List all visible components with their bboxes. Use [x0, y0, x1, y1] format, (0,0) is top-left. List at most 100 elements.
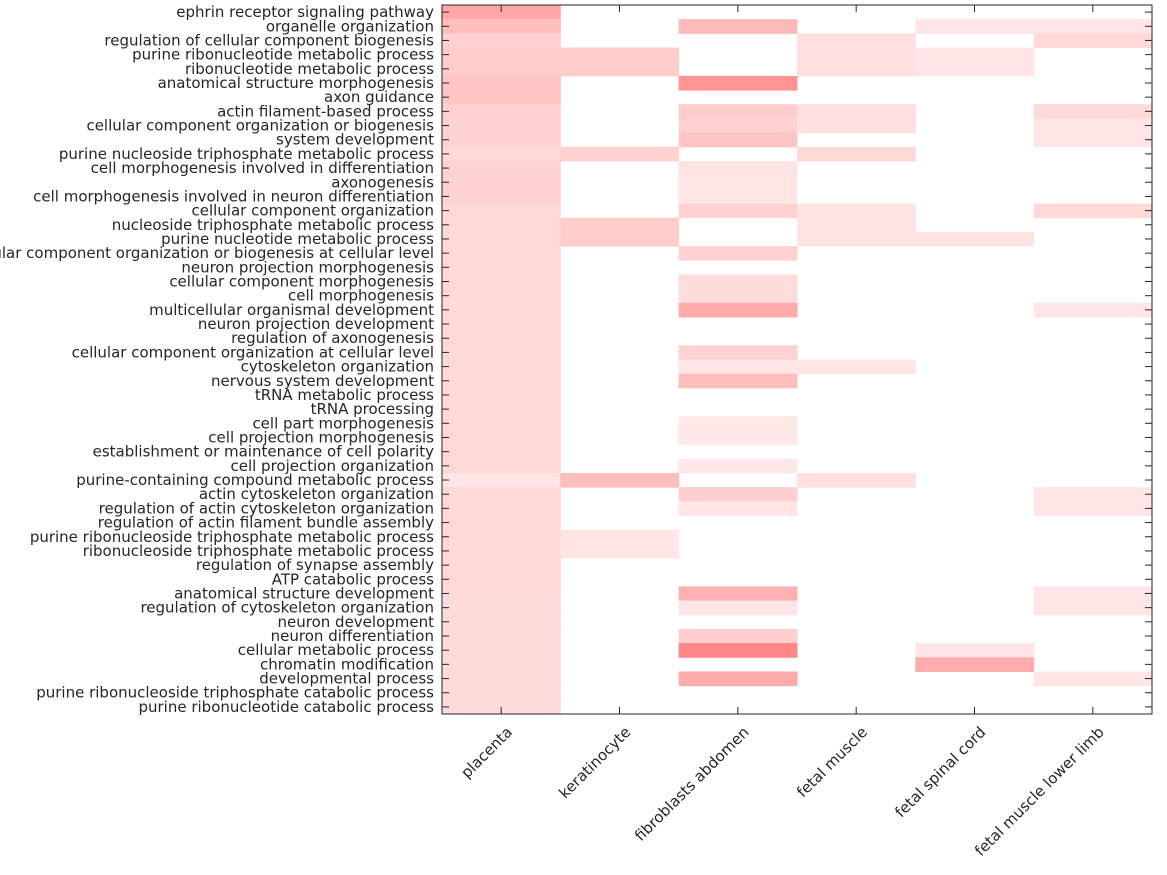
- heatmap-cell: [442, 430, 561, 446]
- heatmap-cell: [442, 288, 561, 304]
- heatmap-cell: [1033, 600, 1153, 616]
- heatmap-cell: [797, 47, 916, 63]
- heatmap-cell: [442, 685, 561, 701]
- heatmap-cell: [678, 628, 798, 644]
- row-label: tRNA metabolic process: [255, 386, 434, 404]
- heatmap-cell: [442, 600, 561, 616]
- heatmap-cell: [797, 118, 916, 134]
- heatmap-cell: [1033, 586, 1153, 602]
- heatmap-cell: [678, 643, 798, 658]
- heatmap-cell: [442, 260, 561, 275]
- row-label: cellular component organization or bioge…: [0, 244, 434, 262]
- row-label: regulation of cellular component biogene…: [104, 31, 434, 49]
- plot-frame: [441, 4, 1153, 715]
- heatmap-cell: [678, 600, 798, 616]
- heatmap-cell: [915, 61, 1035, 77]
- heatmap-cell: [560, 61, 680, 77]
- heatmap-cell: [915, 19, 1035, 34]
- row-label: axonogenesis: [331, 173, 434, 191]
- heatmap-cell: [797, 203, 916, 219]
- row-label: neuron differentiation: [271, 627, 434, 645]
- row-label: cell projection organization: [230, 457, 434, 475]
- heatmap-cell: [442, 387, 561, 403]
- heatmap-cell: [678, 501, 798, 516]
- heatmap-cell: [442, 487, 561, 502]
- heatmap-cell: [560, 543, 680, 559]
- heatmap-cell: [442, 175, 561, 190]
- heatmap-cell: [797, 146, 916, 162]
- column-label: fibroblasts abdomen: [631, 723, 753, 845]
- heatmap-cells: [442, 5, 1153, 715]
- heatmap-cell: [797, 104, 916, 119]
- heatmap-cell: [1033, 671, 1153, 687]
- heatmap-cell: [797, 231, 916, 247]
- heatmap-cell: [1033, 33, 1153, 49]
- heatmap-cell: [678, 104, 798, 119]
- heatmap-cell: [442, 444, 561, 460]
- heatmap-cell: [442, 359, 561, 375]
- heatmap-cell: [442, 628, 561, 644]
- heatmap-cell: [678, 302, 798, 318]
- column-label: fetal muscle lower limb: [971, 723, 1108, 860]
- heatmap-cell: [678, 586, 798, 602]
- heatmap-cell: [1033, 501, 1153, 516]
- heatmap-cell: [560, 231, 680, 247]
- row-label: purine ribonucleoside triphosphate catab…: [36, 684, 434, 702]
- row-label: neuron projection morphogenesis: [181, 258, 434, 276]
- row-label: cellular component morphogenesis: [169, 273, 434, 291]
- row-label: purine ribonucleoside triphosphate metab…: [30, 528, 434, 546]
- heatmap-cell: [560, 472, 680, 488]
- row-label: cell projection morphogenesis: [208, 428, 434, 446]
- row-label: system development: [276, 131, 434, 149]
- heatmap-cell: [442, 33, 561, 49]
- row-label: neuron development: [278, 613, 435, 631]
- row-label: regulation of actin filament bundle asse…: [98, 514, 434, 532]
- row-label: anatomical structure development: [174, 584, 434, 602]
- heatmap-cell: [442, 657, 561, 672]
- heatmap-cell: [442, 345, 561, 360]
- column-label: fetal muscle: [793, 723, 871, 801]
- heatmap-cell: [678, 373, 798, 389]
- row-label: regulation of cytoskeleton organization: [140, 599, 434, 617]
- row-label: ribonucleotide metabolic process: [185, 60, 434, 78]
- heatmap-cell: [442, 472, 561, 488]
- heatmap-cell: [442, 160, 561, 176]
- heatmap-cell: [915, 47, 1035, 63]
- heatmap-cell: [442, 231, 561, 247]
- row-label: cellular component organization: [191, 202, 434, 220]
- heatmap-cell: [678, 75, 798, 91]
- heatmap-cell: [915, 657, 1035, 672]
- heatmap-cell: [442, 402, 561, 417]
- heatmap-cell: [442, 274, 561, 290]
- heatmap-cell: [678, 19, 798, 34]
- heatmap-cell: [442, 586, 561, 602]
- row-label: organelle organization: [266, 17, 434, 35]
- row-label: multicellular organismal development: [149, 301, 434, 319]
- heatmap-cell: [678, 175, 798, 190]
- heatmap-cell: [678, 118, 798, 134]
- heatmap-cell: [560, 529, 680, 545]
- heatmap-cell: [1033, 302, 1153, 318]
- heatmap-cell: [678, 160, 798, 176]
- heatmap-cell: [678, 359, 798, 375]
- row-label: actin cytoskeleton organization: [199, 485, 434, 503]
- column-label: fetal spinal cord: [891, 723, 989, 821]
- heatmap-cell: [797, 472, 916, 488]
- row-label: chromatin modification: [260, 655, 434, 673]
- row-label: cell morphogenesis involved in neuron di…: [33, 187, 434, 205]
- heatmap-cell: [442, 416, 561, 431]
- heatmap-cell: [678, 189, 798, 205]
- heatmap-cell: [915, 643, 1035, 658]
- heatmap-cell: [1033, 104, 1153, 119]
- row-label: cellular component organization at cellu…: [72, 343, 434, 361]
- row-label: cell part morphogenesis: [252, 414, 434, 432]
- heatmap-cell: [442, 671, 561, 687]
- heatmap-cell: [678, 345, 798, 360]
- column-label: keratinocyte: [555, 723, 634, 802]
- heatmap-cell: [442, 614, 561, 630]
- row-label: purine ribonucleotide metabolic process: [132, 46, 434, 64]
- row-label: developmental process: [259, 670, 434, 688]
- axis-ticks: [442, 5, 1152, 714]
- row-label: ATP catabolic process: [272, 570, 434, 588]
